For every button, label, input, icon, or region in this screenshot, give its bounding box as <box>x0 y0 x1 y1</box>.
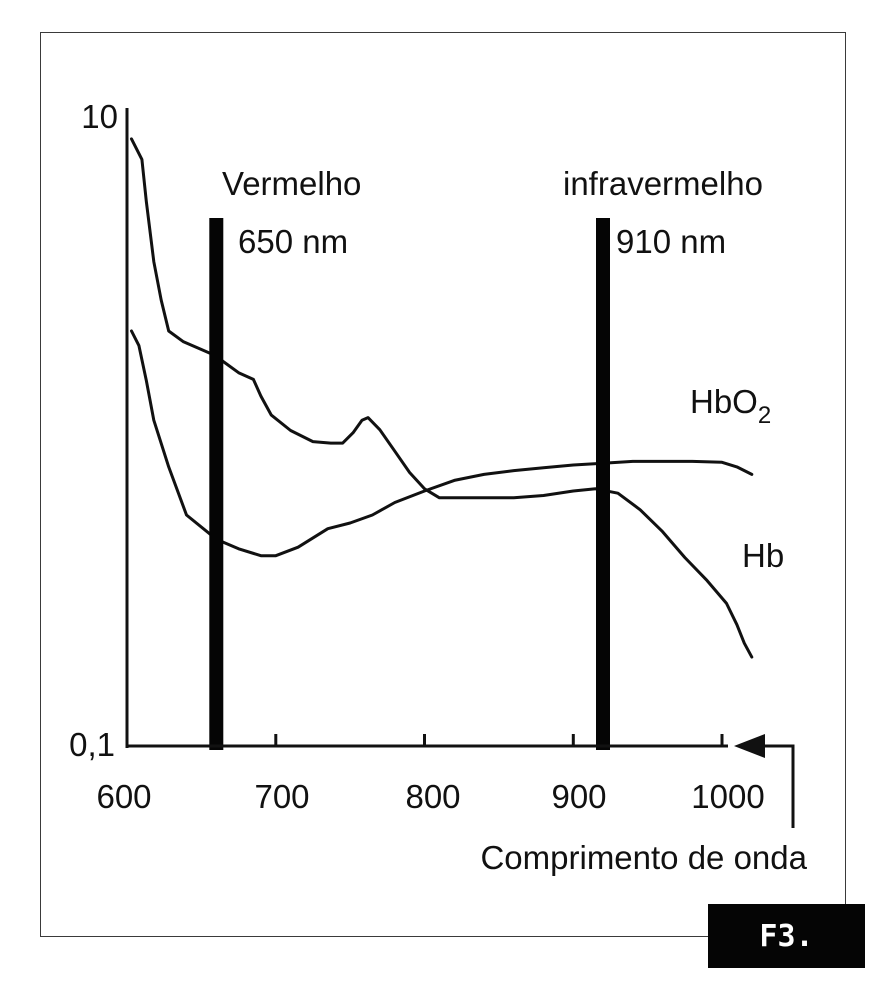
series-label-hbo2: HbO2 <box>690 383 771 429</box>
y-tick-label-top: 10 <box>81 98 118 135</box>
axes-layer <box>125 108 795 828</box>
x-tick-label-800: 800 <box>405 778 460 815</box>
series-line-hb <box>130 137 754 659</box>
x-tick-label-1000: 1000 <box>691 778 764 815</box>
marker-red-wavelength: 650 nm <box>238 223 348 260</box>
x-tick-label-700: 700 <box>254 778 309 815</box>
x-axis-arrow-connector <box>752 744 795 828</box>
figure-frame <box>40 32 846 937</box>
x-tick-label-600: 600 <box>96 778 151 815</box>
x-axis-title: Comprimento de onda <box>480 839 807 876</box>
x-axis-arrowhead <box>734 734 765 758</box>
marker-layer <box>209 218 610 750</box>
series-line-hbo2 <box>130 329 754 558</box>
marker-bar-red <box>209 218 224 750</box>
marker-ir-label: infravermelho <box>563 165 763 202</box>
text-layer: 10 0,1 600 700 800 900 1000 Comprimento … <box>69 98 808 876</box>
series-label-hbo2-main: HbO <box>690 383 758 420</box>
y-tick-label-bottom: 0,1 <box>69 726 115 763</box>
marker-bar-infrared <box>596 218 610 750</box>
marker-ir-wavelength: 910 nm <box>616 223 726 260</box>
tick-layer <box>274 734 724 747</box>
marker-red-label: Vermelho <box>222 165 361 202</box>
series-label-hbo2-subscript: 2 <box>758 402 771 429</box>
x-tick-label-900: 900 <box>551 778 606 815</box>
curve-layer <box>130 137 754 659</box>
series-label-hb: Hb <box>742 537 784 574</box>
figure-tag: F3. <box>708 904 865 968</box>
